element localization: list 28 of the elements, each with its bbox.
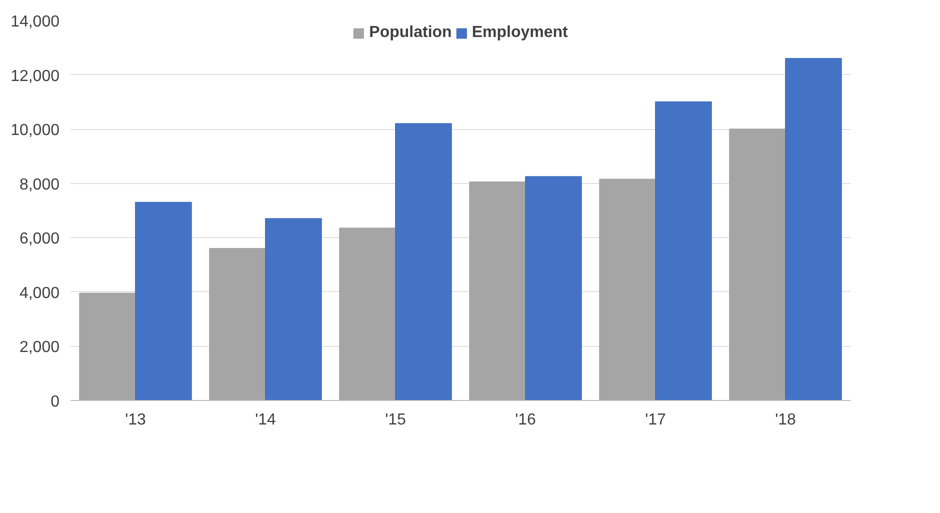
bar (599, 178, 656, 400)
bar (339, 228, 396, 400)
legend-label: Employment (472, 24, 568, 42)
bar (209, 248, 266, 400)
y-tick-label: 0 (50, 394, 60, 410)
bar (729, 128, 786, 400)
y-tick-label: 10,000 (10, 122, 60, 140)
bar (469, 182, 526, 400)
y-tick-label: 4,000 (19, 284, 60, 302)
bar (265, 218, 322, 400)
y-tick-label: 8,000 (19, 176, 60, 194)
y-tick-label: 2,000 (19, 339, 60, 356)
y-tick-label: 6,000 (19, 230, 60, 248)
bar (655, 101, 712, 400)
bar (785, 58, 842, 400)
y-tick-label: 14,000 (10, 14, 60, 30)
x-tick-label: '13 (125, 412, 146, 428)
legend-label: Population (369, 24, 452, 42)
x-tick-label: '15 (385, 412, 406, 428)
bar (525, 176, 582, 400)
bar (135, 202, 192, 400)
x-tick-label: '17 (645, 412, 666, 428)
bar (79, 292, 136, 400)
x-tick-label: '14 (255, 412, 276, 428)
y-tick-label: 12,000 (10, 68, 60, 85)
bar (395, 123, 452, 400)
x-tick-label: '18 (775, 412, 796, 428)
x-tick-label: '16 (515, 412, 536, 428)
